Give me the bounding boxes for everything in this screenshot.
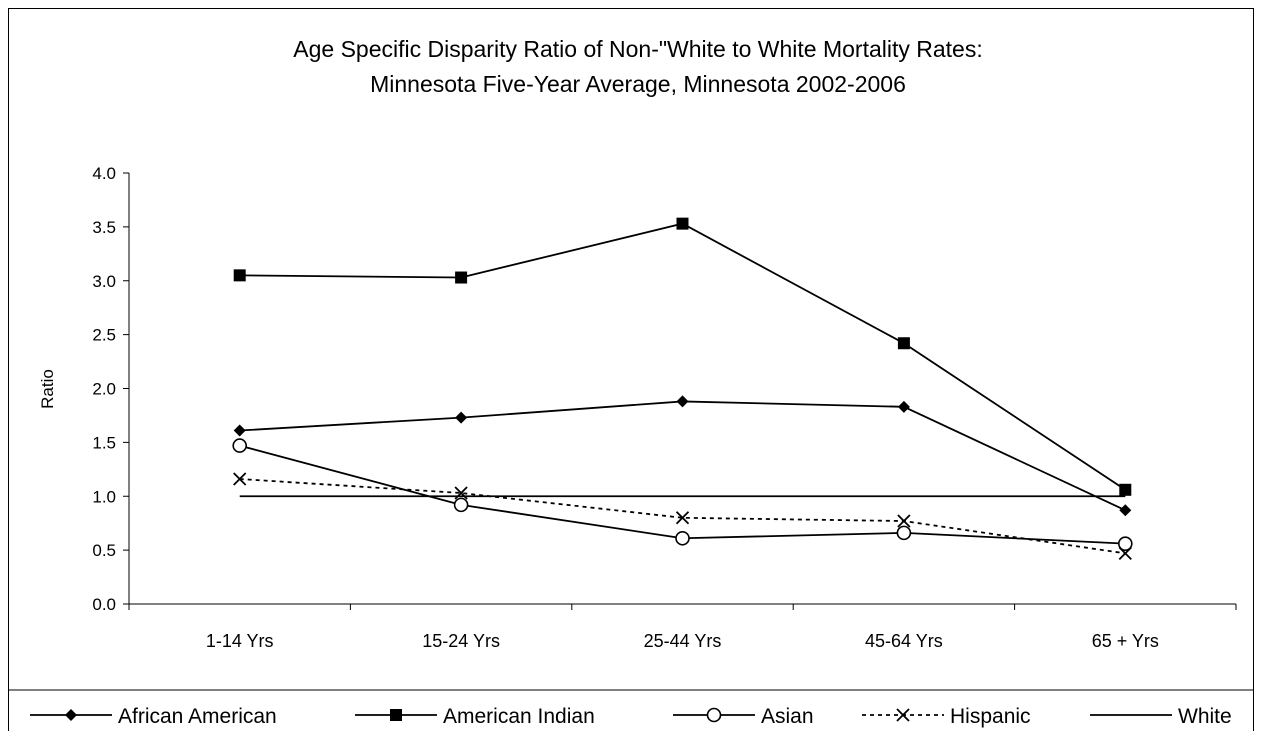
legend-label-white: White	[1178, 705, 1232, 728]
axes: 0.0 0.5 1.0 1.5 2.0 2.5 3.0 3.5 4.0 1-14 Yrs 15-24…	[92, 164, 1237, 651]
x-tick-label: 15-24 Yrs	[422, 631, 500, 651]
legend-marker-hispanic	[896, 708, 910, 722]
series-line-american-indian	[239, 222, 1126, 491]
chart-title-line1: Age Specific Disparity Ratio of Non-"Whi…	[293, 36, 982, 62]
data-point-african-american	[897, 400, 910, 413]
y-tick-label: 3.0	[92, 272, 116, 291]
data-point-hispanic	[675, 511, 690, 525]
data-point-asian	[675, 530, 690, 546]
x-tick-label: 1-14 Yrs	[206, 631, 274, 651]
legend-marker-american-indian	[390, 709, 402, 721]
data-point-asian	[896, 525, 912, 541]
legend-marker-african-american	[65, 709, 77, 721]
data-point-hispanic	[233, 472, 247, 486]
x-tick-label: 45-64 Yrs	[865, 631, 943, 651]
data-point-hispanic	[897, 514, 911, 528]
series-line-african-american	[239, 400, 1126, 512]
data-point-american-indian	[897, 337, 910, 350]
data-point-asian	[1118, 536, 1133, 551]
legend-label-african-american: African American	[118, 705, 277, 728]
series-line-asian	[239, 444, 1126, 545]
series-line-hispanic	[239, 478, 1126, 555]
y-tick-label: 3.5	[92, 218, 116, 237]
legend-label-hispanic: Hispanic	[950, 705, 1031, 728]
y-tick-label: 4.0	[92, 164, 116, 183]
y-tick-label: 0.5	[92, 541, 116, 560]
legend: African American American Indian Asian Hisp…	[8, 689, 1254, 728]
data-point-asian	[232, 438, 247, 453]
legend-label-asian: Asian	[761, 705, 814, 728]
data-point-african-american	[676, 395, 689, 408]
data-point-american-indian	[676, 217, 689, 230]
data-point-asian	[453, 497, 469, 513]
plot-area	[232, 217, 1133, 560]
legend-label-american-indian: American Indian	[443, 705, 595, 728]
data-point-african-american	[233, 424, 246, 437]
data-point-american-indian	[1119, 483, 1132, 496]
legend-marker-asian	[706, 707, 722, 723]
y-tick-label: 1.0	[92, 487, 116, 506]
data-point-african-american	[1119, 504, 1132, 517]
y-axis-label: Ratio	[38, 369, 57, 409]
y-tick-label: 0.0	[92, 595, 116, 614]
data-point-american-indian	[455, 271, 468, 284]
chart-frame	[8, 8, 1254, 731]
data-point-hispanic	[1118, 546, 1132, 560]
data-point-american-indian	[233, 269, 246, 282]
x-tick-label: 25-44 Yrs	[644, 631, 722, 651]
chart-title-line2: Minnesota Five-Year Average, Minnesota 2…	[370, 71, 906, 97]
x-tick-label: 65 + Yrs	[1092, 631, 1159, 651]
y-tick-label: 2.5	[92, 326, 116, 345]
y-tick-label: 2.0	[92, 380, 116, 399]
y-tick-label: 1.5	[92, 433, 116, 452]
data-point-african-american	[455, 411, 468, 424]
